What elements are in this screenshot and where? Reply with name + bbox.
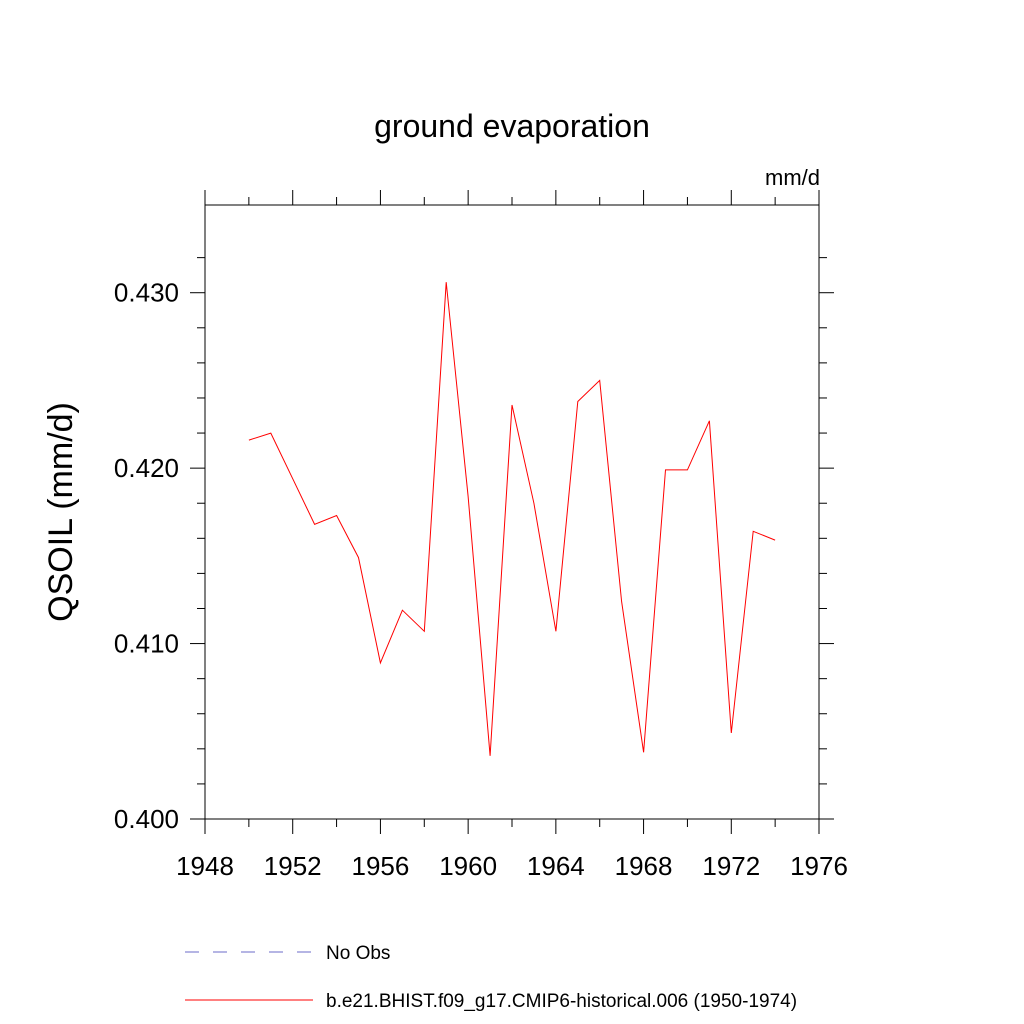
data-point (753, 531, 754, 532)
data-point (358, 557, 359, 558)
data-point (533, 503, 534, 504)
data-point (446, 282, 447, 283)
data-point (731, 733, 732, 734)
data-point (380, 662, 381, 663)
y-tick-label: 0.430 (114, 278, 179, 308)
y-tick-label: 0.400 (114, 804, 179, 834)
data-point (314, 524, 315, 525)
data-point (336, 515, 337, 516)
data-point (775, 540, 776, 541)
data-point (621, 601, 622, 602)
data-point (577, 401, 578, 402)
data-point (687, 469, 688, 470)
y-tick-label: 0.420 (114, 453, 179, 483)
plot-frame (204, 204, 820, 820)
x-tick-label: 1952 (264, 851, 322, 881)
axis-ticks (190, 190, 834, 834)
data-point (292, 478, 293, 479)
data-point (402, 610, 403, 611)
y-tick-labels: 0.400 0.410 0.420 0.430 (114, 278, 179, 834)
legend: No Obs b.e21.BHIST.f09_g17.CMIP6-historic… (185, 943, 797, 1012)
data-point (599, 380, 600, 381)
x-tick-label: 1972 (702, 851, 760, 881)
legend-label: No Obs (326, 943, 390, 964)
x-tick-label: 1948 (176, 851, 234, 881)
series-group (248, 282, 776, 756)
units-label: mm/d (765, 165, 820, 190)
data-point (643, 752, 644, 753)
series-line (248, 282, 776, 756)
data-point (709, 420, 710, 421)
x-tick-label: 1956 (352, 851, 410, 881)
x-tick-label: 1968 (615, 851, 673, 881)
data-point (270, 433, 271, 434)
data-point (665, 469, 666, 470)
y-axis-label: QSOIL (mm/d) (42, 402, 80, 622)
chart-title: ground evaporation (374, 108, 650, 144)
data-point (424, 631, 425, 632)
data-point (468, 496, 469, 497)
x-tick-label: 1976 (790, 851, 848, 881)
legend-label: b.e21.BHIST.f09_g17.CMIP6-historical.006… (326, 991, 797, 1012)
data-point (490, 755, 491, 756)
x-tick-labels: 1948 1952 1956 1960 1964 1968 1972 1976 (176, 851, 848, 881)
x-tick-label: 1960 (439, 851, 497, 881)
data-point (512, 405, 513, 406)
data-point (555, 631, 556, 632)
y-tick-label: 0.410 (114, 629, 179, 659)
data-point (248, 440, 249, 441)
x-tick-label: 1964 (527, 851, 585, 881)
